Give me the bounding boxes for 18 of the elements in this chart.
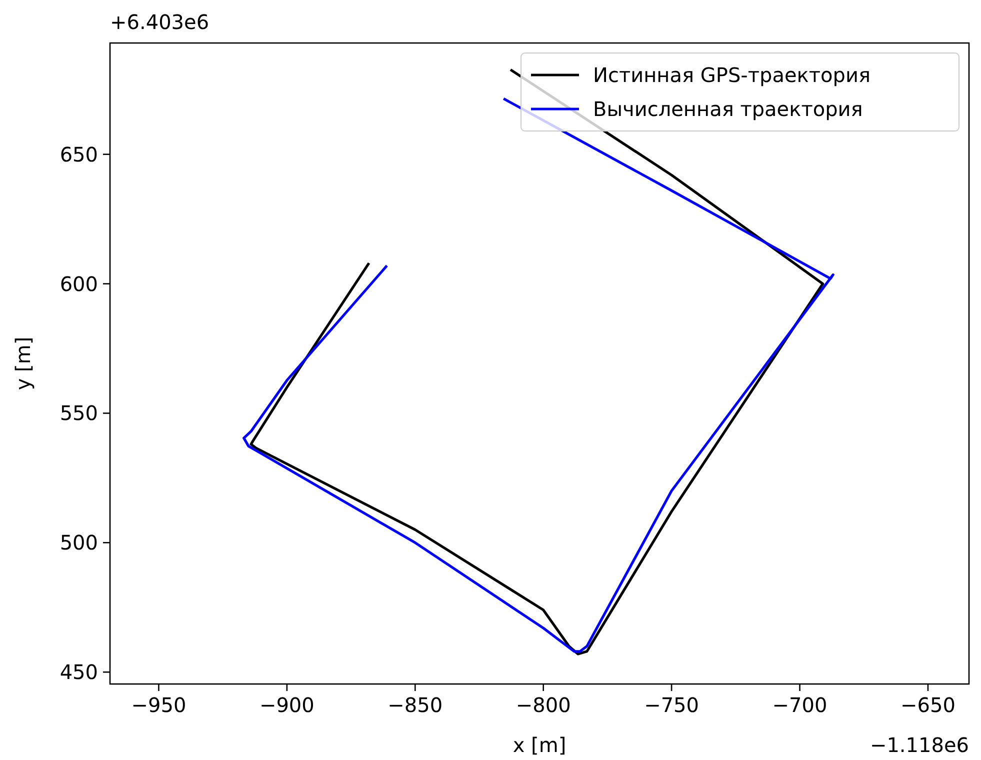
legend-label: Вычисленная траектория	[593, 97, 863, 121]
x-tick-label: −700	[772, 693, 828, 717]
x-tick-label: −750	[644, 693, 700, 717]
x-tick-label: −850	[388, 693, 443, 717]
y-tick-label: 450	[60, 660, 98, 684]
y-tick-label: 650	[60, 142, 98, 166]
x-tick-label: −900	[259, 693, 314, 717]
legend-label: Истинная GPS-траектория	[593, 63, 870, 87]
text: −1.118e6	[870, 733, 969, 757]
x-tick-label: −800	[516, 693, 571, 717]
text: +6.403e6	[110, 10, 210, 34]
y-tick-label: 550	[60, 401, 98, 426]
x-axis-title: x [m]	[512, 733, 566, 757]
y-tick-label: 500	[60, 530, 98, 555]
y-axis-title: y [m]	[11, 336, 35, 390]
x-tick-label: −650	[900, 693, 956, 717]
x-tick-label: −950	[131, 693, 186, 717]
y-tick-label: 600	[60, 272, 98, 296]
